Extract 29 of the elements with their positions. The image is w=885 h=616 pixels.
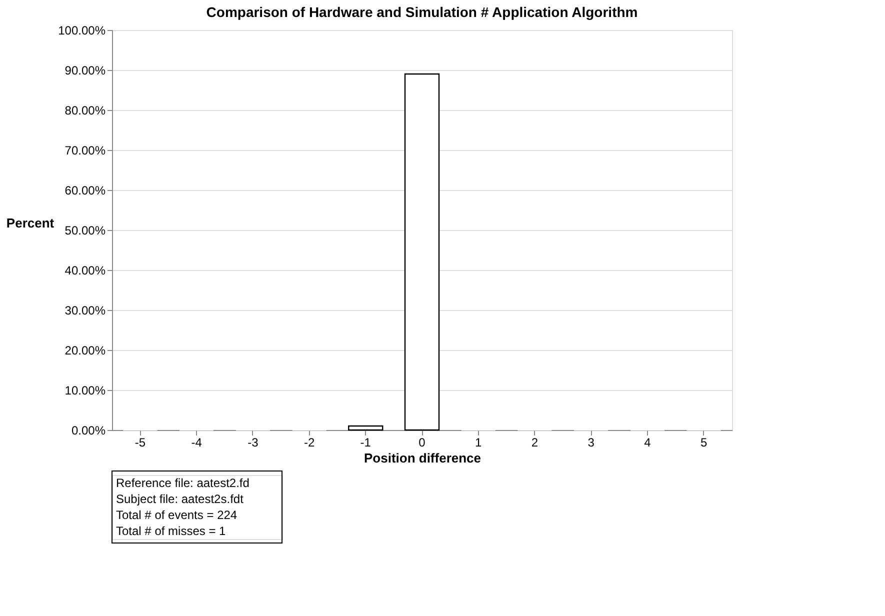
y-tick-label: 70.00% (64, 144, 106, 158)
y-tick-label: 30.00% (64, 304, 106, 318)
text: Total # of events = 224 (116, 508, 238, 522)
y-tick-label: 0.00% (71, 424, 106, 438)
y-tick-label: 10.00% (64, 384, 106, 398)
y-tick-label: 20.00% (64, 344, 106, 358)
x-tick-label: -5 (134, 436, 146, 450)
x-tick-label: 1 (475, 436, 482, 450)
x-tick-label: 3 (588, 436, 595, 450)
x-tick-label: 5 (700, 436, 708, 450)
text: Total # of misses = 1 (116, 524, 226, 538)
x-tick-label: -4 (191, 436, 202, 450)
text: Reference file: aatest2.fd (116, 476, 250, 490)
y-tick-label: 80.00% (64, 104, 106, 118)
chart-title: Comparison of Hardware and Simulation # Application Algorithm (206, 4, 638, 20)
x-tick-label: 2 (531, 436, 538, 450)
y-tick-label: 40.00% (64, 264, 106, 278)
x-axis-title: Position difference (364, 450, 482, 466)
x-tick-label: -1 (360, 436, 372, 450)
x-tick-label: 4 (644, 436, 652, 450)
y-tick-label: 90.00% (64, 64, 106, 78)
x-tick-label: 0 (418, 436, 426, 450)
y-tick-label: 100.00% (58, 24, 106, 38)
x-tick-label: -2 (304, 436, 315, 450)
x-tick-label: -3 (248, 436, 259, 450)
text: Subject file: aatest2s.fdt (116, 492, 244, 506)
y-axis-title: Percent (6, 216, 55, 230)
y-tick-label: 60.00% (64, 184, 106, 198)
y-tick-label: 50.00% (64, 224, 106, 238)
